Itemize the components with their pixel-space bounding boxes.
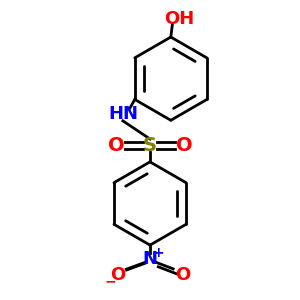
Text: O: O [176,136,193,155]
Text: O: O [110,266,125,284]
Text: +: + [152,246,164,260]
Text: OH: OH [165,10,195,28]
Text: N: N [142,250,158,268]
Text: O: O [107,136,124,155]
Text: O: O [175,266,190,284]
Text: −: − [104,274,116,288]
Text: HN: HN [108,105,138,123]
Text: S: S [143,136,157,155]
